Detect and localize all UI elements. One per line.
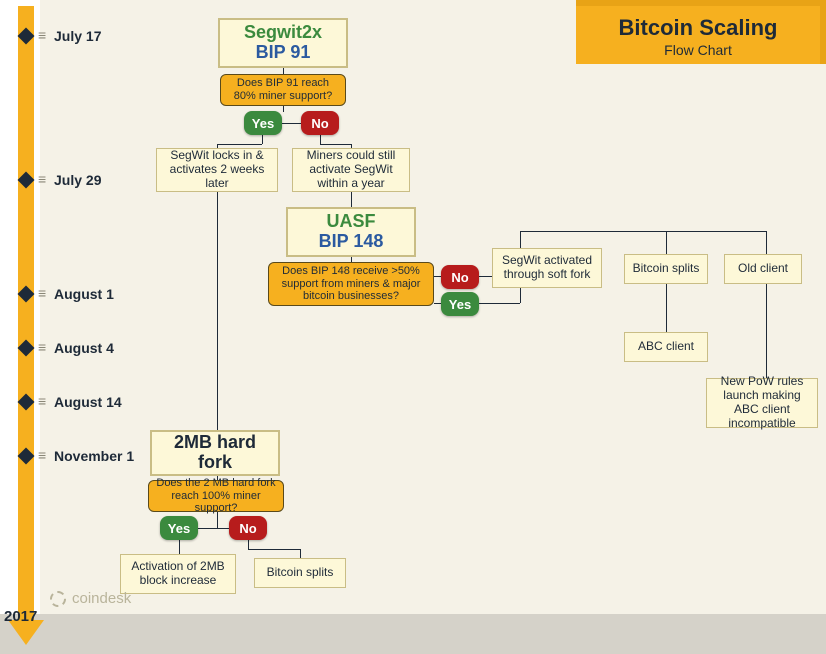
section-uasf: UASFBIP 148 [286, 207, 416, 257]
flow-edge [179, 540, 180, 554]
section-segwit2x: Segwit2xBIP 91 [218, 18, 348, 68]
main-bg [40, 0, 826, 614]
timeline-date-label: August 4 [54, 340, 114, 356]
timeline-date-label: July 17 [54, 28, 101, 44]
flow-edge [262, 135, 263, 144]
decision-d2: Does BIP 148 receive >50% support from m… [268, 262, 434, 306]
outcome-o6: ABC client [624, 332, 708, 362]
canvas: 2017 ≡ July 17 ≡ July 29 ≡ August 1 ≡ August 4 ≡ A… [0, 0, 826, 654]
outcome-o2: Miners could still activate SegWit withi… [292, 148, 410, 192]
timeline-hash: ≡ [38, 339, 44, 355]
timeline-year: 2017 [4, 608, 37, 625]
timeline-bar [18, 6, 34, 620]
section-title-2: fork [198, 453, 232, 473]
flow-edge [479, 276, 492, 277]
flow-edge [217, 192, 218, 430]
flow-edge [320, 144, 351, 145]
timeline-hash: ≡ [38, 285, 44, 301]
timeline-hash: ≡ [38, 393, 44, 409]
decision-d3: Does the 2 MB hard fork reach 100% miner… [148, 480, 284, 512]
header-subtitle: Flow Chart [582, 42, 814, 58]
timeline-date-label: August 14 [54, 394, 122, 410]
timeline-date-label: November 1 [54, 448, 134, 464]
flow-edge [666, 284, 667, 332]
pill-no: No [441, 265, 479, 289]
decision-d1: Does BIP 91 reach 80% miner support? [220, 74, 346, 106]
flow-edge [666, 231, 667, 254]
section-subtitle: BIP 91 [256, 43, 311, 63]
flow-edge [320, 135, 321, 144]
outcome-o9: Bitcoin splits [254, 558, 346, 588]
logo-text: coindesk [72, 590, 131, 607]
flow-edge [434, 276, 441, 277]
outcome-o4: Bitcoin splits [624, 254, 708, 284]
section-hardfork: 2MB hardfork [150, 430, 280, 476]
section-subtitle: BIP 148 [319, 232, 384, 252]
flow-edge [217, 144, 262, 145]
flow-edge [248, 549, 300, 550]
flow-edge [520, 231, 766, 232]
flow-edge [282, 123, 301, 124]
pill-yes: Yes [160, 516, 198, 540]
outcome-o7: New PoW rules launch making ABC client i… [706, 378, 818, 428]
section-title: Segwit2x [244, 23, 322, 43]
pill-no: No [301, 111, 339, 135]
timeline-date-label: July 29 [54, 172, 101, 188]
flow-edge [351, 192, 352, 207]
flow-edge [300, 549, 301, 558]
pill-yes: Yes [244, 111, 282, 135]
header-title: Bitcoin Scaling [582, 16, 814, 40]
outcome-o8: Activation of 2MB block increase [120, 554, 236, 594]
timeline-date-label: August 1 [54, 286, 114, 302]
section-title: 2MB hard [174, 433, 256, 453]
flow-edge [766, 284, 767, 378]
flow-edge [766, 231, 767, 254]
outcome-o5: Old client [724, 254, 802, 284]
timeline-hash: ≡ [38, 171, 44, 187]
outcome-o3: SegWit activated through soft fork [492, 248, 602, 288]
chart-header: Bitcoin Scaling Flow Chart [576, 6, 820, 64]
flow-edge [434, 303, 441, 304]
brand-logo: coindesk [50, 590, 131, 607]
flow-edge [248, 540, 249, 549]
outcome-o1: SegWit locks in & activates 2 weeks late… [156, 148, 278, 192]
timeline-hash: ≡ [38, 27, 44, 43]
flow-edge [283, 106, 284, 112]
timeline-hash: ≡ [38, 447, 44, 463]
section-title: UASF [327, 212, 376, 232]
pill-yes: Yes [441, 292, 479, 316]
flow-edge [479, 303, 520, 304]
pill-no: No [229, 516, 267, 540]
footer-band [0, 614, 826, 654]
logo-icon [50, 591, 66, 607]
